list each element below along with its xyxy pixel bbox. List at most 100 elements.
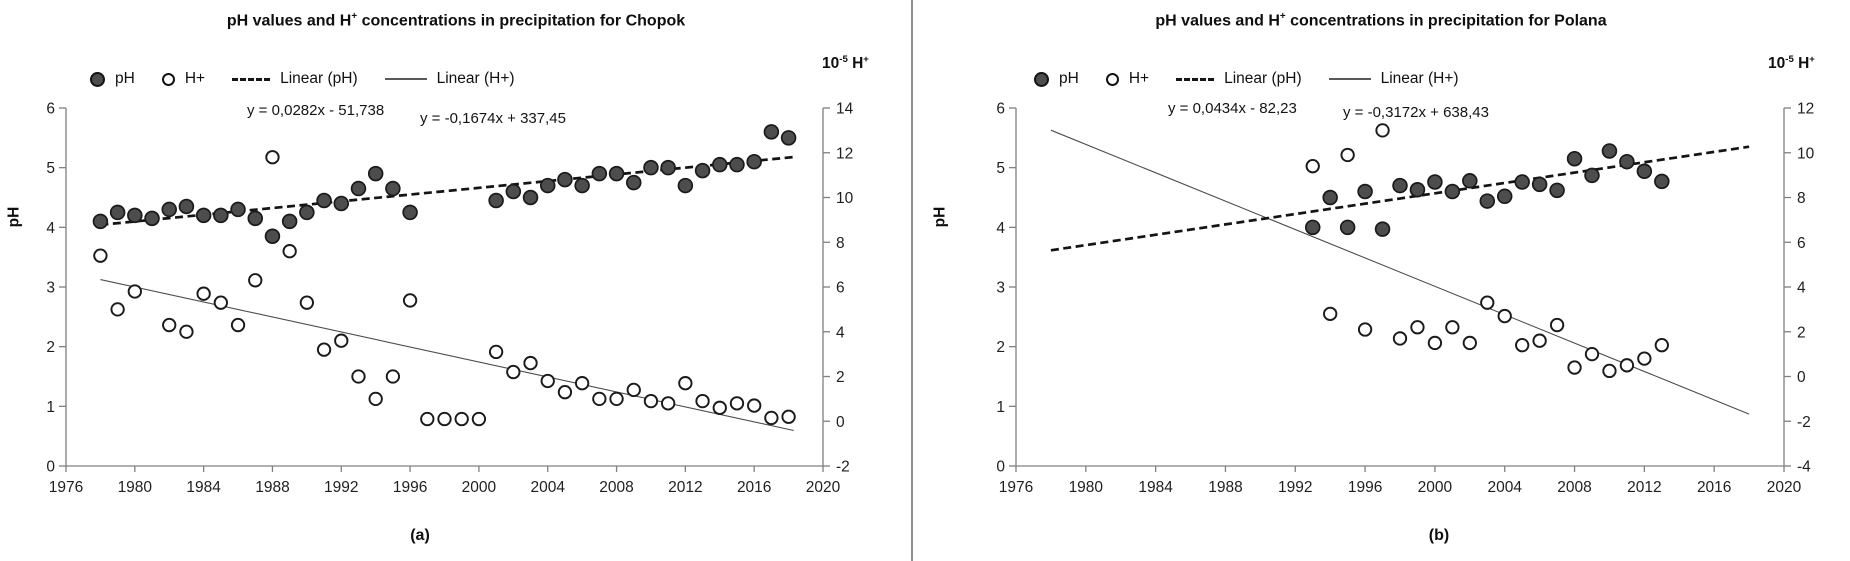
y-axis-label-right: 10-5 H+ bbox=[1768, 54, 1815, 73]
legend-item-ph: pH bbox=[90, 70, 135, 88]
legend-item-linear-h: Linear (H+) bbox=[1328, 70, 1459, 88]
dashed-line-icon bbox=[1176, 77, 1215, 81]
y-right-plus: + bbox=[863, 54, 869, 65]
panel-caption-a: (a) bbox=[410, 527, 430, 544]
y-right-plus: + bbox=[1809, 54, 1815, 65]
svg-text:8: 8 bbox=[836, 235, 845, 252]
svg-text:4: 4 bbox=[46, 220, 55, 237]
title-text: pH values and H bbox=[1155, 12, 1280, 30]
svg-text:1976: 1976 bbox=[49, 479, 83, 496]
chart-panel-chopok: 0 1 2 3 4 5 6 -2 0 2 4 6 8 10 12 14 1976 1980 1984 1988 1992… bbox=[0, 0, 912, 561]
svg-text:2016: 2016 bbox=[1697, 479, 1731, 496]
svg-text:0: 0 bbox=[836, 414, 845, 431]
y-right-rest: H bbox=[1793, 55, 1810, 73]
chart-panel-polana: 0 1 2 3 4 5 6 -4 -2 0 2 4 6 8 10 12 1976 1980 1984 1988 1992… bbox=[912, 0, 1850, 561]
legend-label: H+ bbox=[1128, 70, 1150, 87]
svg-text:12: 12 bbox=[1797, 101, 1814, 118]
svg-text:1976: 1976 bbox=[999, 479, 1033, 496]
svg-text:0: 0 bbox=[46, 459, 55, 476]
y-right-base: 10 bbox=[822, 55, 840, 73]
h-open-dot-icon bbox=[1105, 72, 1119, 86]
chart-title: pH values and H+ concentrations in preci… bbox=[0, 11, 912, 30]
y-right-exponent: -5 bbox=[1785, 54, 1794, 65]
title-superscript: + bbox=[351, 11, 358, 22]
svg-text:1: 1 bbox=[996, 399, 1005, 416]
svg-text:6: 6 bbox=[1797, 235, 1806, 252]
svg-text:5: 5 bbox=[46, 160, 55, 177]
svg-text:2: 2 bbox=[1797, 324, 1806, 341]
svg-text:1988: 1988 bbox=[255, 479, 289, 496]
svg-text:10: 10 bbox=[836, 190, 854, 207]
legend-item-linear-ph: Linear (pH) bbox=[1176, 70, 1302, 88]
svg-text:2: 2 bbox=[836, 369, 845, 386]
svg-text:6: 6 bbox=[46, 101, 55, 118]
legend-item-ph: pH bbox=[1034, 70, 1079, 88]
svg-text:6: 6 bbox=[836, 280, 845, 297]
svg-text:1984: 1984 bbox=[186, 479, 221, 496]
svg-text:1992: 1992 bbox=[1278, 479, 1312, 496]
svg-text:1980: 1980 bbox=[118, 479, 153, 496]
panel-caption-b: (b) bbox=[1428, 527, 1450, 544]
y-right-base: 10 bbox=[1768, 55, 1786, 73]
title-text: concentrations in precipitation for Chop… bbox=[357, 12, 686, 30]
y-axis-label-left: pH bbox=[931, 206, 949, 228]
ph-filled-dot-icon bbox=[1034, 71, 1049, 87]
legend-label: Linear (H+) bbox=[1380, 70, 1459, 87]
legend-label: H+ bbox=[184, 70, 206, 87]
h-open-dot-icon bbox=[161, 72, 175, 86]
svg-text:4: 4 bbox=[1797, 280, 1806, 297]
svg-text:10: 10 bbox=[1797, 145, 1815, 162]
svg-text:0: 0 bbox=[1797, 369, 1806, 386]
legend-item-linear-ph: Linear (pH) bbox=[232, 70, 358, 88]
svg-text:2: 2 bbox=[996, 339, 1005, 356]
legend-item-linear-h: Linear (H+) bbox=[384, 70, 515, 88]
y-axis-label-right: 10-5 H+ bbox=[822, 54, 869, 73]
svg-text:1996: 1996 bbox=[393, 479, 427, 496]
title-superscript: + bbox=[1279, 11, 1286, 22]
svg-text:12: 12 bbox=[836, 145, 853, 162]
svg-text:2012: 2012 bbox=[1627, 479, 1661, 496]
svg-text:-2: -2 bbox=[836, 459, 850, 476]
legend-item-h: H+ bbox=[161, 70, 206, 88]
legend-label: pH bbox=[115, 70, 135, 87]
title-text: pH values and H bbox=[226, 12, 352, 30]
svg-text:6: 6 bbox=[996, 101, 1005, 118]
svg-text:1992: 1992 bbox=[324, 479, 358, 496]
svg-text:2008: 2008 bbox=[599, 479, 633, 496]
svg-text:4: 4 bbox=[836, 324, 845, 341]
svg-text:2020: 2020 bbox=[1767, 479, 1802, 496]
dashed-line-icon bbox=[232, 77, 271, 81]
y-right-rest: H bbox=[847, 55, 864, 73]
svg-text:2: 2 bbox=[46, 339, 55, 356]
y-right-exponent: -5 bbox=[839, 54, 848, 65]
svg-text:2004: 2004 bbox=[1487, 479, 1522, 496]
svg-text:2008: 2008 bbox=[1557, 479, 1591, 496]
trend-equation-h: y = -0,3172x + 638,43 bbox=[1343, 104, 1489, 121]
svg-text:5: 5 bbox=[996, 160, 1005, 177]
svg-text:14: 14 bbox=[836, 101, 854, 118]
svg-text:4: 4 bbox=[996, 220, 1005, 237]
svg-text:2000: 2000 bbox=[462, 479, 497, 496]
svg-text:-2: -2 bbox=[1797, 414, 1811, 431]
panel-divider-line bbox=[911, 0, 913, 561]
svg-text:1988: 1988 bbox=[1208, 479, 1242, 496]
thin-line-icon bbox=[384, 78, 427, 80]
svg-text:3: 3 bbox=[46, 280, 55, 297]
trend-equation-h: y = -0,1674x + 337,45 bbox=[420, 110, 566, 127]
svg-text:1996: 1996 bbox=[1348, 479, 1382, 496]
legend-label: Linear (H+) bbox=[436, 70, 515, 87]
svg-text:3: 3 bbox=[996, 280, 1005, 297]
svg-text:1: 1 bbox=[46, 399, 55, 416]
svg-text:-4: -4 bbox=[1797, 459, 1811, 476]
legend-label: Linear (pH) bbox=[280, 70, 358, 87]
svg-text:2016: 2016 bbox=[737, 479, 771, 496]
trend-equation-ph: y = 0,0282x - 51,738 bbox=[247, 102, 385, 119]
svg-text:8: 8 bbox=[1797, 190, 1806, 207]
svg-text:2012: 2012 bbox=[668, 479, 702, 496]
y-axis-label-left: pH bbox=[5, 206, 23, 228]
legend: pH H+ Linear (pH) Linear (H+) bbox=[1034, 70, 1486, 88]
legend: pH H+ Linear (pH) Linear (H+) bbox=[90, 70, 542, 88]
